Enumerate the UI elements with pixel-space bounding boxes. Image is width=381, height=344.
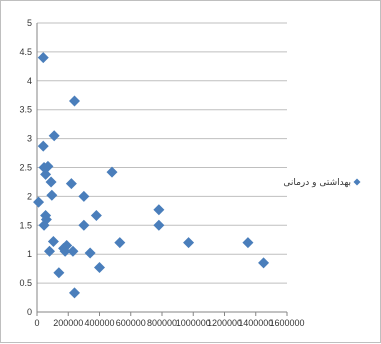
y-tick-label: 1 <box>27 249 32 259</box>
data-point <box>46 189 58 201</box>
data-point <box>153 204 165 216</box>
y-tick-label: 0.5 <box>19 278 32 288</box>
data-point <box>69 287 80 299</box>
data-point <box>258 257 270 269</box>
y-tick-label: 0 <box>27 307 32 317</box>
legend: بهداشتی و درمانی <box>283 178 361 188</box>
data-point <box>65 178 77 190</box>
y-tick-label: 3.5 <box>19 105 32 115</box>
data-point <box>47 235 59 247</box>
data-point <box>69 95 80 107</box>
legend-marker <box>353 178 361 186</box>
y-tick-label: 1.5 <box>19 220 32 230</box>
x-tick-label: 200000 <box>53 318 83 328</box>
data-point <box>42 160 54 172</box>
data-point <box>48 130 60 142</box>
data-point <box>78 190 90 202</box>
y-tick-label: 5 <box>27 18 32 28</box>
axes <box>36 23 288 316</box>
data-point <box>90 209 102 221</box>
y-tick-label: 4.5 <box>19 47 32 57</box>
y-tick-label: 4 <box>27 76 32 86</box>
data-points <box>33 52 270 299</box>
y-tick-label: 2 <box>27 191 32 201</box>
data-point <box>183 237 195 249</box>
y-axis-ticks: 0 0.5 1 1.5 2 2.5 3 3.5 4 4.5 5 <box>19 18 32 317</box>
data-point <box>38 219 50 231</box>
x-tick-label: 1000000 <box>176 318 211 328</box>
data-point <box>37 52 49 64</box>
x-tick-label: 800000 <box>147 318 177 328</box>
data-point <box>242 237 254 249</box>
data-point <box>114 237 126 249</box>
data-point <box>67 245 79 257</box>
x-tick-label: 0 <box>34 318 39 328</box>
data-point <box>84 247 96 259</box>
data-point <box>78 219 90 231</box>
data-point <box>94 261 105 273</box>
data-point <box>45 176 57 188</box>
data-point <box>153 219 165 231</box>
data-point <box>33 196 45 208</box>
x-tick-label: 1400000 <box>238 318 273 328</box>
x-tick-label: 1200000 <box>207 318 242 328</box>
data-point <box>53 267 65 279</box>
data-point <box>106 166 118 178</box>
data-point <box>37 140 49 152</box>
legend-label: بهداشتی و درمانی <box>283 178 351 188</box>
x-tick-label: 400000 <box>84 318 114 328</box>
x-axis-ticks: 0 200000 400000 600000 800000100000012000001… <box>34 318 304 328</box>
data-point <box>44 245 55 257</box>
x-tick-label: 1600000 <box>269 318 304 328</box>
data-point <box>40 168 52 180</box>
data-point <box>59 245 71 257</box>
y-tick-label: 2.5 <box>19 163 32 173</box>
x-tick-label: 600000 <box>116 318 146 328</box>
y-tick-label: 3 <box>27 134 32 144</box>
